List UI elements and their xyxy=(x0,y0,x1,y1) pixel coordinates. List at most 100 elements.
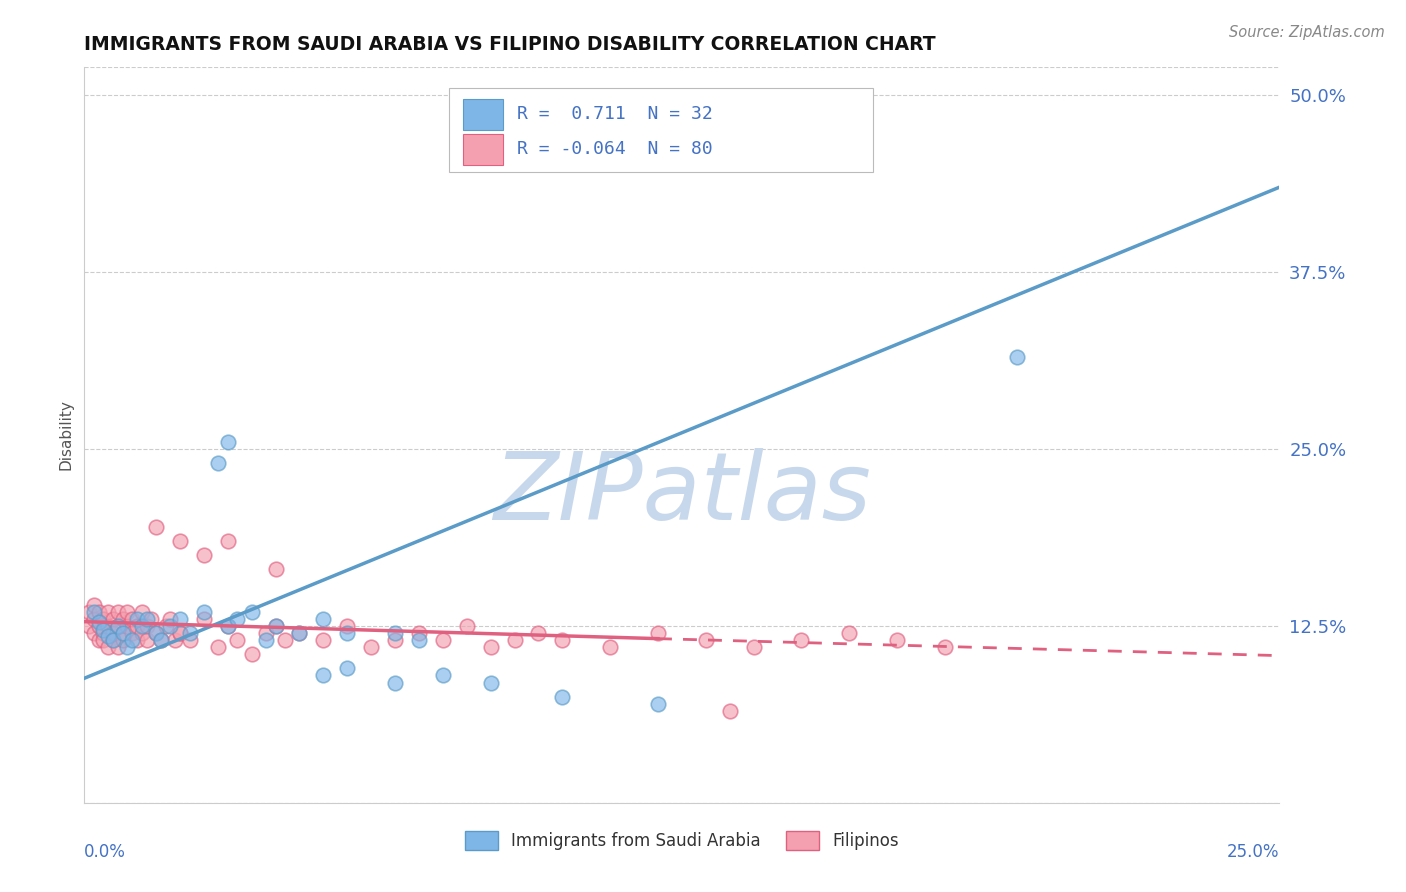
Legend: Immigrants from Saudi Arabia, Filipinos: Immigrants from Saudi Arabia, Filipinos xyxy=(458,824,905,857)
Point xyxy=(145,520,167,534)
Point xyxy=(360,640,382,654)
FancyBboxPatch shape xyxy=(449,87,873,172)
Text: R = -0.064  N = 80: R = -0.064 N = 80 xyxy=(517,140,713,158)
Point xyxy=(97,605,120,619)
Point xyxy=(274,633,297,648)
Point xyxy=(264,562,287,576)
Point xyxy=(111,626,134,640)
Point xyxy=(179,633,201,648)
Point xyxy=(111,633,134,648)
Point xyxy=(551,633,574,648)
Point xyxy=(117,619,139,633)
Point xyxy=(193,612,215,626)
Point xyxy=(384,675,406,690)
Point xyxy=(503,633,526,648)
Point xyxy=(254,626,277,640)
Point xyxy=(217,434,239,449)
Y-axis label: Disability: Disability xyxy=(58,400,73,470)
Point xyxy=(408,633,430,648)
Point xyxy=(384,626,406,640)
Point xyxy=(83,598,105,612)
Point xyxy=(254,633,277,648)
Point xyxy=(169,533,191,548)
Point xyxy=(155,619,177,633)
Point xyxy=(93,623,115,637)
Point xyxy=(169,612,191,626)
Point xyxy=(77,619,100,633)
Point xyxy=(83,626,105,640)
Point xyxy=(240,647,263,661)
Point xyxy=(93,626,115,640)
Point xyxy=(107,640,129,654)
Point xyxy=(1005,350,1028,364)
Point xyxy=(456,619,478,633)
Point xyxy=(217,619,239,633)
Point xyxy=(217,533,239,548)
Point xyxy=(145,626,167,640)
Point xyxy=(87,605,110,619)
Point xyxy=(165,633,187,648)
Point xyxy=(125,633,148,648)
Point xyxy=(107,605,129,619)
Point xyxy=(336,619,359,633)
Point xyxy=(97,640,120,654)
Point xyxy=(141,612,163,626)
Text: 0.0%: 0.0% xyxy=(84,843,127,862)
Point xyxy=(93,633,115,648)
Point xyxy=(87,615,110,629)
Point xyxy=(551,690,574,704)
Point xyxy=(408,626,430,640)
Point xyxy=(159,612,181,626)
Point xyxy=(479,675,502,690)
Point xyxy=(101,612,124,626)
Point xyxy=(97,619,120,633)
Point xyxy=(83,605,105,619)
Point xyxy=(599,640,621,654)
Point xyxy=(264,619,287,633)
Point xyxy=(217,619,239,633)
Point xyxy=(207,456,229,470)
Point xyxy=(312,612,335,626)
Point xyxy=(193,605,215,619)
Point xyxy=(336,661,359,675)
FancyBboxPatch shape xyxy=(463,134,503,165)
Point xyxy=(647,697,669,711)
Point xyxy=(934,640,956,654)
Point xyxy=(240,605,263,619)
Point xyxy=(647,626,669,640)
Point xyxy=(226,612,249,626)
Point xyxy=(312,668,335,682)
Point xyxy=(432,633,454,648)
Point xyxy=(121,633,143,648)
Point xyxy=(288,626,311,640)
Point xyxy=(384,633,406,648)
Point xyxy=(159,619,181,633)
Point xyxy=(117,605,139,619)
Point xyxy=(131,619,153,633)
Point xyxy=(336,626,359,640)
Point xyxy=(135,612,157,626)
Point xyxy=(111,612,134,626)
Point xyxy=(93,612,115,626)
Text: IMMIGRANTS FROM SAUDI ARABIA VS FILIPINO DISABILITY CORRELATION CHART: IMMIGRANTS FROM SAUDI ARABIA VS FILIPINO… xyxy=(84,35,936,54)
Point xyxy=(135,619,157,633)
Point xyxy=(790,633,813,648)
Text: 25.0%: 25.0% xyxy=(1227,843,1279,862)
Point xyxy=(718,704,741,718)
Point xyxy=(107,619,129,633)
Point xyxy=(695,633,717,648)
Point xyxy=(226,633,249,648)
Point xyxy=(479,640,502,654)
Point xyxy=(131,605,153,619)
Point xyxy=(886,633,908,648)
Point xyxy=(121,626,143,640)
Point xyxy=(135,633,157,648)
Point xyxy=(131,626,153,640)
FancyBboxPatch shape xyxy=(463,99,503,130)
Point xyxy=(125,619,148,633)
Point xyxy=(207,640,229,654)
Text: Source: ZipAtlas.com: Source: ZipAtlas.com xyxy=(1229,25,1385,40)
Point xyxy=(97,629,120,643)
Point xyxy=(101,633,124,648)
Point xyxy=(742,640,765,654)
